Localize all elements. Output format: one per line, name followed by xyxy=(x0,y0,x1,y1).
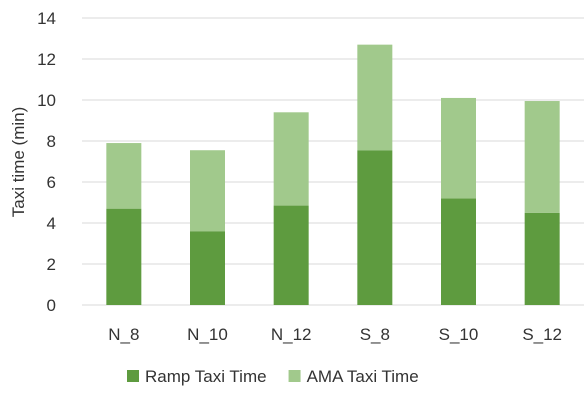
legend: Ramp Taxi Time AMA Taxi Time xyxy=(127,367,419,386)
x-tick-labels: N_8 N_10 N_12 S_8 S_10 S_12 xyxy=(108,325,562,344)
y-tick-label: 0 xyxy=(47,296,56,315)
legend-swatch xyxy=(127,370,139,382)
legend-swatch xyxy=(288,370,301,382)
x-tick-label: N_12 xyxy=(271,325,312,344)
legend-label: Ramp Taxi Time xyxy=(145,367,267,386)
bar-segment-ramp-n-10 xyxy=(190,231,225,305)
bar-segment-ama-n-12 xyxy=(273,112,309,206)
x-tick-label: S_12 xyxy=(522,325,562,344)
x-tick-label: N_10 xyxy=(187,325,228,344)
bars xyxy=(106,44,560,305)
legend-label: AMA Taxi Time xyxy=(307,367,419,386)
y-tick-label: 8 xyxy=(47,132,56,151)
bar-segment-ramp-n-8 xyxy=(106,208,142,305)
bar-segment-ama-n-8 xyxy=(106,143,142,209)
gridlines xyxy=(82,17,584,306)
bar-segment-ama-s-12 xyxy=(524,101,560,213)
bar-segment-ama-s-8 xyxy=(357,44,393,151)
y-tick-label: 4 xyxy=(47,214,56,233)
bar-segment-ramp-s-8 xyxy=(357,150,393,305)
y-tick-label: 2 xyxy=(47,255,56,274)
bar-segment-ama-n-10 xyxy=(190,150,225,232)
bar-segment-ramp-n-12 xyxy=(273,205,309,305)
bar-segment-ramp-s-10 xyxy=(441,198,476,305)
y-tick-label: 10 xyxy=(37,91,56,110)
x-tick-label: S_8 xyxy=(360,325,390,344)
x-tick-label: N_8 xyxy=(108,325,139,344)
y-tick-label: 6 xyxy=(47,173,56,192)
y-tick-labels: 0 2 4 6 8 10 12 14 xyxy=(37,9,56,315)
x-tick-label: S_10 xyxy=(439,325,479,344)
y-axis-title: Taxi time (min) xyxy=(9,107,28,218)
bar-segment-ramp-s-12 xyxy=(524,212,560,305)
y-tick-label: 12 xyxy=(37,50,56,69)
y-tick-label: 14 xyxy=(37,9,56,28)
bar-segment-ama-s-10 xyxy=(441,97,476,199)
